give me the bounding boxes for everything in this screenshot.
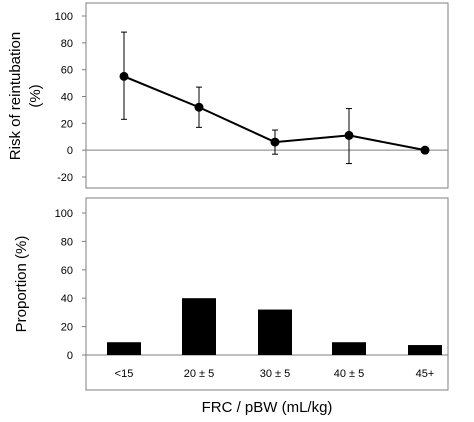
x-category-label: 40 ± 5 <box>334 368 365 380</box>
proportion-y-tick-label: 100 <box>55 208 73 220</box>
risk-data-point <box>344 130 354 140</box>
risk-y-tick-label: 60 <box>61 65 73 77</box>
risk-y-tick-label: 40 <box>61 92 73 104</box>
risk-y-tick-label: -20 <box>57 172 73 184</box>
risk-y-tick-label: 0 <box>67 145 73 157</box>
proportion-bar <box>258 309 292 355</box>
proportion-y-tick-label: 0 <box>67 350 73 362</box>
proportion-bar <box>332 342 366 355</box>
risk-chart-frame <box>85 2 449 189</box>
proportion-bar <box>182 298 216 355</box>
risk-data-point <box>119 71 129 81</box>
risk-y-tick-label: 100 <box>55 11 73 23</box>
risk-data-point <box>194 102 204 112</box>
risk-y-axis-label-line2: (%) <box>27 84 44 107</box>
x-axis-label: FRC / pBW (mL/kg) <box>202 399 333 416</box>
x-category-label: 30 ± 5 <box>260 368 291 380</box>
proportion-bar <box>408 345 442 355</box>
proportion-chart-frame <box>85 197 449 391</box>
risk-chart: Risk of reintubation (%) -20 0 20 40 60 80 100 <box>7 2 449 189</box>
risk-y-tick-label: 20 <box>61 118 73 130</box>
x-category-label: 45+ <box>416 368 435 380</box>
proportion-y-tick-label: 60 <box>61 265 73 277</box>
proportion-chart: Proportion (%) 0 20 40 60 80 100 <15 20 ± 5 30 … <box>13 197 449 391</box>
proportion-y-axis-label: Proportion (%) <box>13 236 30 333</box>
risk-y-tick-label: 80 <box>61 38 73 50</box>
proportion-y-tick-label: 80 <box>61 236 73 248</box>
x-category-label: 20 ± 5 <box>184 368 215 380</box>
risk-data-point <box>270 137 280 147</box>
risk-y-axis-label-line1: Risk of reintubation <box>7 32 24 160</box>
x-category-label: <15 <box>115 368 134 380</box>
proportion-bar <box>107 342 141 355</box>
proportion-y-tick-label: 40 <box>61 293 73 305</box>
proportion-y-tick-label: 20 <box>61 322 73 334</box>
risk-data-point <box>420 145 430 155</box>
